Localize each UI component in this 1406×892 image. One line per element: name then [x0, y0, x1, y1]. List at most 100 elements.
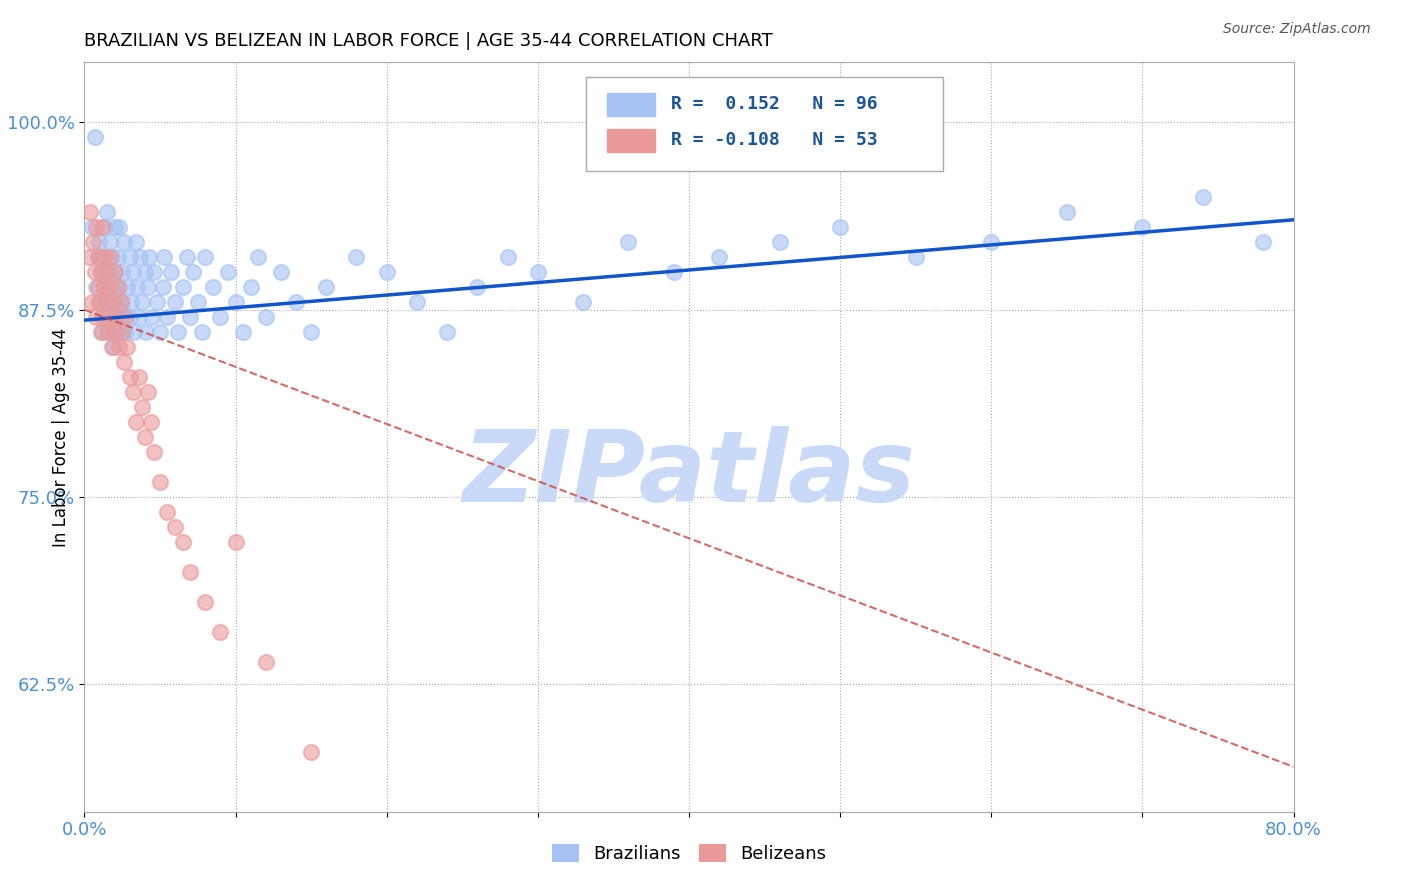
Point [129, 250, 152, 264]
Point [135, 325, 157, 339]
Point [254, 655, 277, 669]
Point [89, 295, 111, 310]
Text: BRAZILIAN VS BELIZEAN IN LABOR FORCE | AGE 35-44 CORRELATION CHART: BRAZILIAN VS BELIZEAN IN LABOR FORCE | A… [84, 32, 773, 50]
Point [176, 250, 198, 264]
Point [141, 310, 163, 325]
Legend: Brazilians, Belizeans: Brazilians, Belizeans [544, 837, 834, 870]
Point [662, 265, 685, 279]
Point [105, 295, 128, 310]
Point [97, 280, 120, 294]
Point [127, 280, 149, 294]
Point [89, 295, 111, 310]
Point [436, 325, 458, 339]
Text: R = -0.108   N = 53: R = -0.108 N = 53 [671, 131, 877, 149]
Point [84, 265, 107, 279]
Point [225, 295, 247, 310]
Point [108, 220, 131, 235]
Point [830, 220, 852, 235]
Point [104, 325, 127, 339]
Point [91, 250, 114, 264]
Point [110, 310, 132, 325]
Point [111, 265, 134, 279]
Point [406, 295, 429, 310]
Point [89, 250, 111, 264]
Point [1056, 205, 1078, 219]
Point [108, 280, 131, 294]
Point [146, 295, 169, 310]
Point [225, 535, 247, 549]
Point [100, 250, 122, 264]
Point [375, 265, 398, 279]
Point [191, 325, 214, 339]
Point [179, 565, 201, 579]
Point [769, 235, 792, 250]
Point [91, 310, 114, 325]
Point [80, 220, 103, 235]
Point [94, 295, 117, 310]
Point [97, 325, 120, 339]
Point [91, 325, 114, 339]
Text: ZIPatlas: ZIPatlas [463, 426, 915, 523]
Point [165, 520, 187, 534]
Point [118, 250, 141, 264]
Point [107, 280, 129, 294]
Point [86, 310, 108, 325]
Point [209, 310, 232, 325]
Point [247, 250, 270, 264]
Point [270, 265, 292, 279]
Point [156, 505, 179, 519]
Point [80, 295, 103, 310]
Point [467, 280, 489, 294]
Y-axis label: In Labor Force | Age 35-44: In Labor Force | Age 35-44 [52, 327, 70, 547]
Point [97, 310, 120, 325]
Point [77, 250, 100, 264]
Point [134, 265, 156, 279]
Point [527, 265, 550, 279]
Point [232, 325, 254, 339]
Point [107, 325, 129, 339]
Point [172, 280, 194, 294]
Point [93, 220, 115, 235]
Point [111, 295, 134, 310]
Point [101, 295, 124, 310]
Point [84, 130, 107, 145]
Point [172, 535, 194, 549]
Point [152, 280, 174, 294]
Point [187, 295, 209, 310]
Point [93, 280, 115, 294]
Point [131, 295, 153, 310]
Point [149, 475, 172, 489]
Point [79, 205, 101, 219]
Point [1192, 190, 1215, 204]
Point [104, 220, 127, 235]
Point [121, 265, 143, 279]
Point [93, 250, 115, 264]
Point [904, 250, 927, 264]
Point [111, 325, 134, 339]
Point [217, 265, 239, 279]
Point [980, 235, 1002, 250]
Point [134, 430, 156, 444]
Point [1253, 235, 1275, 250]
Point [97, 295, 120, 310]
Text: Source: ZipAtlas.com: Source: ZipAtlas.com [1223, 22, 1371, 37]
Point [239, 280, 262, 294]
Point [299, 745, 322, 759]
Point [201, 280, 224, 294]
Point [115, 280, 138, 294]
Bar [607, 93, 655, 116]
Point [125, 415, 148, 429]
Point [125, 235, 148, 250]
Point [128, 310, 150, 325]
Point [89, 235, 111, 250]
Point [112, 235, 135, 250]
Point [98, 235, 121, 250]
Point [159, 265, 181, 279]
Point [100, 340, 122, 354]
Point [91, 220, 114, 235]
Point [118, 310, 141, 325]
Point [254, 310, 277, 325]
Point [1130, 220, 1153, 235]
Point [299, 325, 322, 339]
Point [94, 310, 117, 325]
